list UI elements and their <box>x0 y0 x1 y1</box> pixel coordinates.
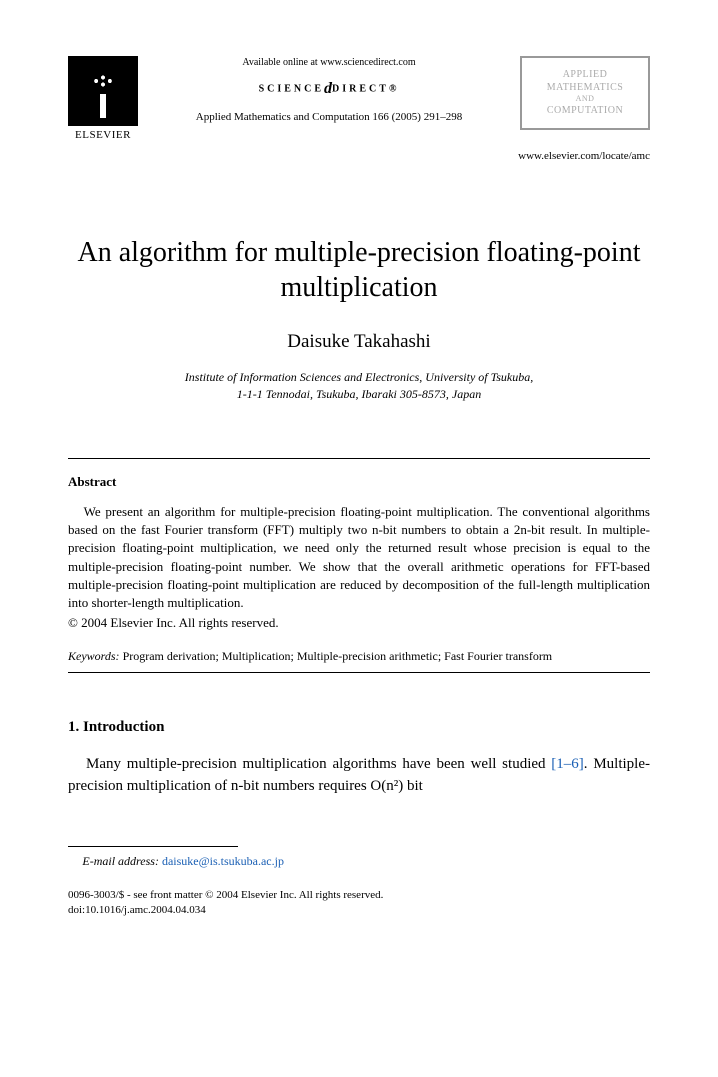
journal-citation: Applied Mathematics and Computation 166 … <box>148 110 510 125</box>
keywords-block: Keywords: Program derivation; Multiplica… <box>68 648 650 664</box>
author-email-link[interactable]: daisuke@is.tsukuba.ac.jp <box>162 854 284 868</box>
section-heading: 1. Introduction <box>68 717 650 738</box>
journal-title-box: APPLIED MATHEMATICS AND COMPUTATION <box>520 56 650 130</box>
footnote-divider <box>68 846 238 847</box>
abstract-heading: Abstract <box>68 473 650 491</box>
doi-line: doi:10.1016/j.amc.2004.04.034 <box>68 903 650 918</box>
author-name: Daisuke Takahashi <box>68 329 650 356</box>
abstract-copyright: © 2004 Elsevier Inc. All rights reserved… <box>68 614 650 632</box>
keywords-text: Program derivation; Multiplication; Mult… <box>120 649 553 663</box>
email-footnote: E-mail address: daisuke@is.tsukuba.ac.jp <box>68 853 650 870</box>
author-affiliation: Institute of Information Sciences and El… <box>68 369 650 401</box>
center-header: Available online at www.sciencedirect.co… <box>138 56 520 126</box>
affiliation-line: 1-1-1 Tennodai, Tsukuba, Ibaraki 305-857… <box>237 387 481 401</box>
journal-box-line: APPLIED <box>530 68 640 81</box>
paper-title: An algorithm for multiple-precision floa… <box>68 235 650 305</box>
sd-right: DIRECT® <box>332 84 399 95</box>
front-matter-line: 0096-3003/$ - see front matter © 2004 El… <box>68 888 650 903</box>
publisher-name: ELSEVIER <box>75 128 131 143</box>
journal-url: www.elsevier.com/locate/amc <box>68 149 650 164</box>
journal-box-and: AND <box>530 94 640 104</box>
sd-left: SCIENCE <box>259 84 324 95</box>
journal-box-line: COMPUTATION <box>530 104 640 117</box>
journal-box-line: MATHEMATICS <box>530 81 640 94</box>
citation-link[interactable]: [1–6] <box>551 756 584 772</box>
sd-swirl-icon: d <box>324 78 332 100</box>
divider <box>68 672 650 673</box>
header-row: ELSEVIER Available online at www.science… <box>68 56 650 143</box>
email-label: E-mail address: <box>82 854 159 868</box>
front-matter: 0096-3003/$ - see front matter © 2004 El… <box>68 888 650 919</box>
intro-paragraph: Many multiple-precision multiplication a… <box>68 754 650 798</box>
elsevier-logo-icon <box>68 56 138 126</box>
available-online-text: Available online at www.sciencedirect.co… <box>148 56 510 70</box>
abstract-body: We present an algorithm for multiple-pre… <box>68 503 650 612</box>
para-text: Many multiple-precision multiplication a… <box>86 756 551 772</box>
affiliation-line: Institute of Information Sciences and El… <box>185 370 533 384</box>
divider <box>68 458 650 459</box>
publisher-block: ELSEVIER <box>68 56 138 143</box>
sciencedirect-logo: SCIENCEdDIRECT® <box>148 78 510 100</box>
keywords-label: Keywords: <box>68 649 120 663</box>
